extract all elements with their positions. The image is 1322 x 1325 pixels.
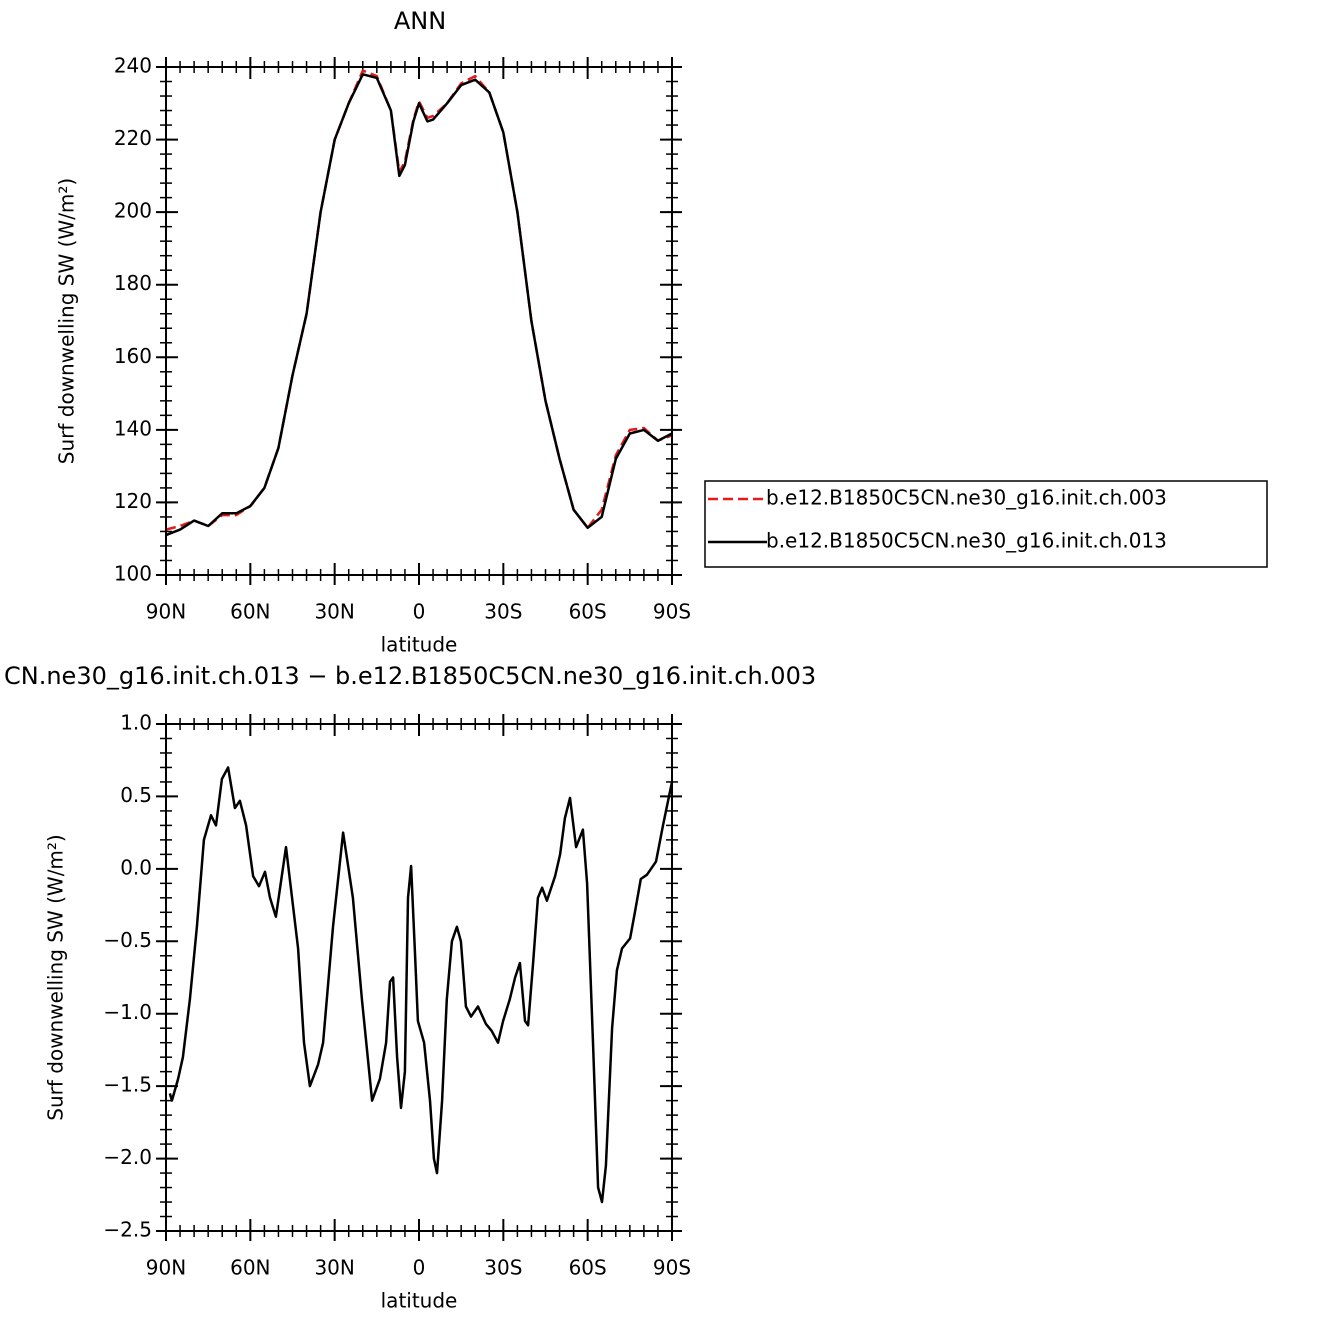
x-tick-label: 60N — [230, 1256, 270, 1280]
x-axis-label: latitude — [381, 1289, 458, 1313]
y-tick-label: 140 — [114, 416, 152, 440]
plot-frame — [165, 723, 673, 1232]
legend-label: b.e12.B1850C5CN.ne30_g16.init.ch.013 — [766, 529, 1167, 553]
data-line — [165, 69, 673, 531]
y-tick-label: 180 — [114, 271, 152, 295]
y-tick-label: −0.5 — [103, 928, 152, 952]
x-tick-label: 90S — [653, 1256, 691, 1280]
y-tick-label: 0.5 — [120, 783, 152, 807]
x-tick-label: 90N — [146, 600, 186, 624]
x-tick-label: 30N — [314, 1256, 354, 1280]
x-tick-label: 30S — [484, 600, 522, 624]
x-tick-label: 60S — [569, 600, 607, 624]
data-line — [168, 766, 674, 1204]
x-tick-label: 60N — [230, 600, 270, 624]
x-tick-label: 30N — [314, 600, 354, 624]
y-tick-label: 220 — [114, 126, 152, 150]
y-tick-label: −1.5 — [103, 1073, 152, 1097]
plot-frame — [165, 66, 673, 576]
y-tick-label: 160 — [114, 344, 152, 368]
y-tick-label: 200 — [114, 199, 152, 223]
x-tick-label: 60S — [569, 1256, 607, 1280]
y-tick-label: −1.0 — [103, 1000, 152, 1024]
legend-label: b.e12.B1850C5CN.ne30_g16.init.ch.003 — [766, 486, 1167, 510]
x-tick-label: 0 — [413, 600, 426, 624]
y-tick-label: 120 — [114, 489, 152, 513]
data-line — [165, 73, 673, 537]
y-tick-label: 240 — [114, 54, 152, 78]
chart-title: CN.ne30_g16.init.ch.013 − b.e12.B1850C5C… — [4, 662, 816, 690]
x-tick-label: 90N — [146, 1256, 186, 1280]
legend-box — [704, 480, 1268, 568]
x-tick-label: 30S — [484, 1256, 522, 1280]
chart-title: ANN — [394, 7, 446, 35]
x-axis-label: latitude — [381, 633, 458, 657]
y-axis-label: Surf downwelling SW (W/m²) — [55, 178, 79, 464]
y-axis-label: Surf downwelling SW (W/m²) — [44, 834, 68, 1120]
y-tick-label: −2.5 — [103, 1218, 152, 1242]
y-tick-label: −2.0 — [103, 1145, 152, 1169]
x-tick-label: 90S — [653, 600, 691, 624]
y-tick-label: 0.0 — [120, 855, 152, 879]
y-tick-label: 100 — [114, 562, 152, 586]
y-tick-label: 1.0 — [120, 711, 152, 735]
x-tick-label: 0 — [413, 1256, 426, 1280]
